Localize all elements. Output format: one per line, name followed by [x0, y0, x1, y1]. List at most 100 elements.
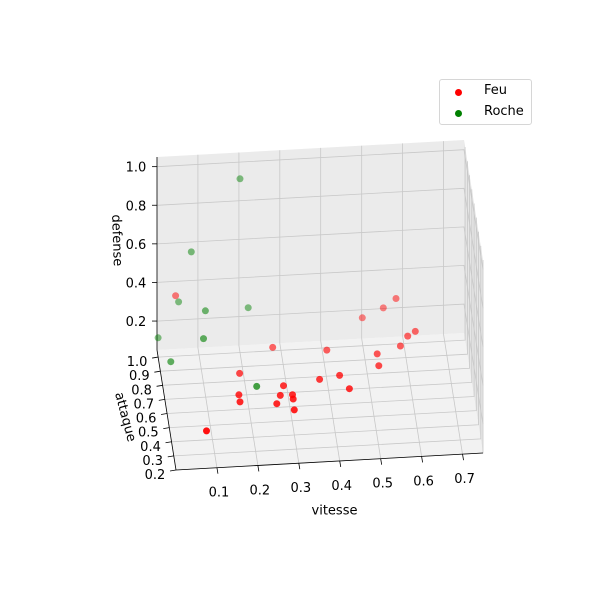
y-axis-line	[156, 349, 177, 471]
legend-label-roche: Roche	[484, 104, 524, 119]
floor-pane	[157, 333, 483, 470]
z-tick-label: 0.4	[126, 276, 147, 291]
axis-lines	[156, 157, 484, 471]
point-roche-4	[201, 307, 209, 315]
grid-line-z	[156, 226, 484, 347]
y-tick-label: 0.7	[133, 397, 154, 412]
z-tick-label: 0.2	[126, 315, 147, 330]
point-feu-4	[236, 369, 244, 377]
point-feu-22	[392, 295, 400, 302]
grid-line-x	[238, 152, 259, 466]
x-tick-mark	[298, 463, 301, 470]
grid-line-x	[320, 147, 341, 461]
point-feu-3	[235, 391, 243, 399]
point-roche-6	[236, 175, 244, 183]
point-feu-5	[273, 400, 281, 408]
point-feu-11	[269, 343, 277, 351]
y-tick-label: 0.5	[138, 426, 159, 441]
legend-marker-roche	[455, 110, 462, 117]
y-tick-mark	[152, 356, 159, 359]
data-points	[154, 175, 419, 435]
tick-labels: 0.1 0.2 0.3 0.4 0.5 0.6 0.70.20.30.40.50.60.70…	[126, 161, 475, 501]
y-tick-label: 0.4	[140, 440, 161, 455]
y-tick-label: 0.8	[131, 383, 152, 398]
grid-line-y	[160, 161, 468, 372]
x-tick-mark	[462, 454, 464, 461]
y-tick-label: 1.0	[127, 355, 148, 370]
grid-line-x	[279, 150, 300, 464]
grid-line-x	[402, 143, 422, 457]
point-feu-17	[373, 350, 381, 358]
y-tick-label: 0.3	[142, 454, 163, 469]
x-tick-label: 0.4	[331, 479, 352, 494]
x-axis-line	[175, 452, 484, 471]
point-feu-23	[358, 314, 366, 322]
point-feu-21	[379, 304, 387, 312]
point-feu-10	[290, 406, 298, 414]
grid-line-y	[171, 231, 479, 443]
point-roche-7	[244, 304, 252, 312]
point-feu-0	[203, 427, 210, 435]
legend-label-feu: Feu	[484, 83, 508, 98]
y-tick-mark	[165, 441, 172, 444]
point-roche-5	[187, 248, 195, 256]
grid-line-y	[164, 189, 473, 400]
point-roche-8	[253, 382, 261, 390]
grid-line-z	[156, 187, 484, 309]
grid-line-x	[197, 154, 218, 468]
z-axis-label: defense	[108, 214, 125, 266]
grid-line-y	[173, 245, 482, 457]
y-tick-mark	[160, 413, 168, 415]
x-tick-mark	[421, 456, 423, 463]
point-roche-1	[154, 334, 162, 342]
z-tick-label: 1.0	[126, 161, 147, 176]
legend-item-feu: Feu	[440, 82, 531, 102]
point-feu-19	[404, 332, 412, 340]
point-feu-6	[276, 391, 284, 399]
point-roche-2	[200, 335, 207, 343]
x-axis-label: vitesse	[312, 504, 358, 519]
y-tick-label: 0.6	[136, 412, 157, 427]
y-tick-mark	[169, 469, 177, 472]
point-feu-16	[375, 362, 383, 370]
grid-line-x	[361, 145, 382, 459]
x-tick-label: 0.3	[290, 481, 311, 496]
y-tick-mark	[167, 455, 174, 458]
point-feu-1	[172, 292, 180, 300]
x-tick-mark	[380, 458, 383, 465]
y-tick-mark	[154, 370, 161, 373]
grid-line-y	[169, 217, 477, 428]
legend-item-roche: Roche	[440, 103, 531, 123]
axis-panes	[157, 140, 483, 470]
grid-line-z	[156, 264, 484, 386]
grid-line-y	[162, 175, 471, 386]
grid-lines	[156, 141, 484, 471]
point-feu-7	[280, 382, 287, 390]
y-tick-label: 0.9	[129, 369, 150, 384]
z-tick-label: 0.6	[126, 238, 147, 253]
grid-line-z	[156, 149, 484, 270]
grid-line-y	[167, 203, 475, 414]
x-tick-label: 0.1	[209, 486, 230, 501]
grid-line-y	[158, 147, 466, 358]
x-tick-mark	[339, 460, 342, 467]
x-tick-label: 0.2	[250, 483, 271, 498]
y-tick-mark	[158, 399, 165, 401]
z-tick-label: 0.8	[126, 199, 147, 214]
y-tick-label: 0.2	[145, 468, 166, 483]
point-feu-2	[236, 398, 244, 406]
x-tick-mark	[257, 465, 260, 472]
grid-line-z	[156, 303, 484, 425]
grid-line-x	[443, 141, 463, 455]
point-roche-0	[167, 358, 175, 366]
legend: Feu Roche	[439, 79, 532, 125]
y-tick-mark	[156, 384, 163, 387]
point-feu-20	[411, 327, 419, 335]
x-tick-label: 0.6	[413, 474, 434, 489]
point-feu-14	[345, 385, 353, 393]
point-roche-3	[175, 298, 183, 306]
point-feu-13	[336, 371, 344, 379]
x-tick-label: 0.5	[372, 477, 393, 492]
point-feu-15	[323, 346, 331, 354]
